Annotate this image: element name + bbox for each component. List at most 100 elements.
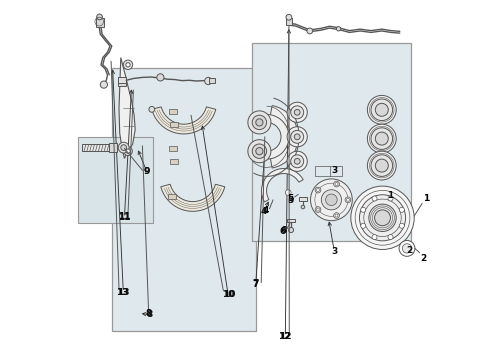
Bar (170, 109, 177, 114)
Text: 3: 3 (331, 247, 338, 256)
Circle shape (388, 235, 393, 240)
Circle shape (157, 74, 164, 81)
Wedge shape (263, 114, 289, 159)
Text: 6: 6 (280, 226, 287, 235)
Bar (109, 143, 117, 152)
Bar (287, 219, 295, 222)
Circle shape (388, 196, 393, 201)
Circle shape (399, 207, 404, 212)
Circle shape (315, 207, 321, 212)
Text: 7: 7 (253, 279, 259, 288)
Circle shape (126, 63, 130, 67)
Circle shape (345, 197, 351, 203)
Bar (168, 194, 175, 199)
Circle shape (326, 194, 337, 206)
Bar (118, 83, 126, 86)
Text: 9: 9 (144, 167, 150, 176)
Circle shape (149, 107, 155, 112)
Circle shape (361, 207, 366, 212)
Circle shape (126, 149, 130, 153)
Circle shape (402, 244, 412, 253)
Circle shape (372, 196, 377, 201)
Bar (169, 146, 176, 151)
Text: 10: 10 (222, 290, 234, 299)
Circle shape (307, 28, 313, 34)
Circle shape (360, 195, 406, 241)
Polygon shape (119, 58, 135, 158)
Circle shape (294, 109, 300, 115)
Circle shape (334, 181, 340, 187)
Circle shape (256, 148, 263, 155)
Text: 9: 9 (144, 167, 150, 176)
Circle shape (368, 95, 396, 124)
Bar (171, 159, 178, 164)
Circle shape (317, 208, 319, 211)
Circle shape (361, 223, 366, 228)
Polygon shape (161, 184, 225, 211)
Text: 1: 1 (423, 194, 429, 203)
Circle shape (317, 189, 319, 192)
Circle shape (252, 144, 267, 158)
Circle shape (118, 142, 129, 153)
Text: 6: 6 (280, 228, 286, 237)
Circle shape (248, 111, 271, 134)
Circle shape (399, 223, 404, 228)
Circle shape (123, 60, 133, 69)
Text: 2: 2 (406, 247, 412, 256)
Bar (96, 18, 103, 27)
Circle shape (121, 145, 126, 150)
Circle shape (252, 115, 267, 130)
Circle shape (301, 205, 305, 209)
Bar (209, 78, 216, 83)
Text: 2: 2 (420, 254, 427, 263)
Circle shape (285, 190, 291, 195)
Circle shape (335, 214, 338, 217)
Bar (82, 144, 117, 151)
Circle shape (371, 99, 392, 121)
Bar (118, 77, 126, 84)
Text: 13: 13 (117, 288, 129, 297)
Text: 8: 8 (146, 310, 151, 319)
Circle shape (351, 186, 414, 249)
Text: 3: 3 (331, 166, 338, 175)
Circle shape (100, 81, 107, 88)
Circle shape (337, 27, 341, 31)
Circle shape (368, 124, 396, 153)
Circle shape (334, 213, 340, 219)
Wedge shape (270, 105, 298, 168)
Circle shape (375, 103, 388, 116)
Text: 5: 5 (287, 194, 293, 202)
Circle shape (294, 134, 300, 140)
Circle shape (321, 190, 342, 210)
Text: 1: 1 (387, 192, 393, 200)
Circle shape (97, 14, 102, 20)
Circle shape (346, 198, 349, 201)
Circle shape (291, 155, 304, 168)
Circle shape (289, 228, 294, 233)
Circle shape (287, 102, 307, 122)
Circle shape (375, 159, 388, 172)
Circle shape (375, 132, 388, 145)
Polygon shape (262, 168, 303, 202)
Circle shape (123, 147, 132, 156)
Bar (315, 166, 342, 176)
Text: 4: 4 (261, 207, 267, 216)
Bar (299, 197, 307, 201)
Circle shape (291, 106, 304, 119)
Text: 12: 12 (279, 332, 292, 341)
Bar (252, 43, 411, 241)
Text: 11: 11 (118, 212, 131, 221)
Circle shape (399, 240, 415, 256)
Text: 8: 8 (147, 310, 153, 319)
Circle shape (311, 179, 352, 221)
Circle shape (256, 119, 263, 126)
Circle shape (286, 14, 292, 20)
Text: 13: 13 (116, 288, 129, 297)
Circle shape (315, 187, 321, 193)
Circle shape (368, 151, 396, 180)
Circle shape (369, 204, 396, 231)
Text: 7: 7 (253, 280, 259, 289)
Circle shape (287, 151, 307, 171)
Text: 11: 11 (118, 213, 131, 222)
Circle shape (335, 183, 338, 185)
